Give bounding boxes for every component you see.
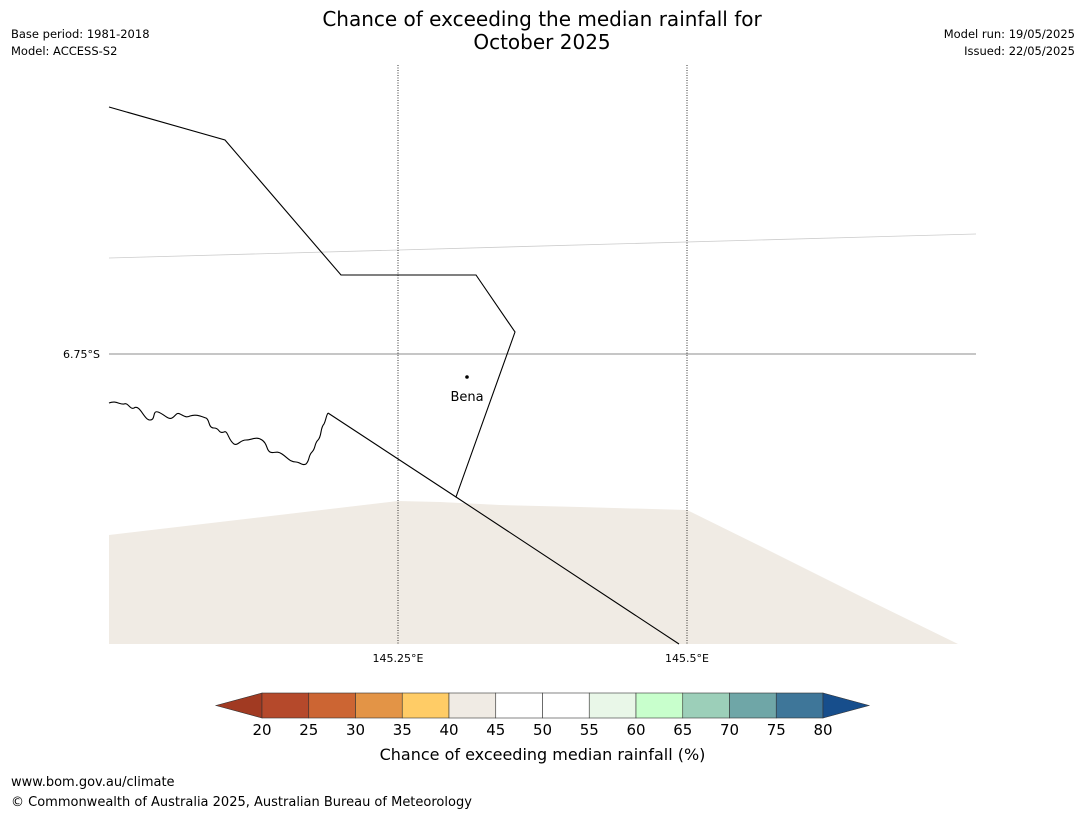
title-line-1: Chance of exceeding the median rainfall … bbox=[322, 7, 762, 31]
colorbar-segment bbox=[308, 692, 356, 719]
town-marker-bena bbox=[465, 375, 469, 379]
colorbar-tick-label: 35 bbox=[393, 721, 412, 739]
rainfall-shaded-region bbox=[109, 501, 958, 644]
model-run: Model run: 19/05/2025 bbox=[943, 27, 1075, 41]
colorbar-tick-label: 20 bbox=[252, 721, 271, 739]
colorbar-segment bbox=[355, 692, 403, 719]
colorbar-tick-label: 55 bbox=[580, 721, 599, 739]
colorbar-arrow-low bbox=[214, 692, 263, 719]
colorbar-label: Chance of exceeding median rainfall (%) bbox=[379, 745, 706, 764]
colorbar-tick-label: 75 bbox=[767, 721, 786, 739]
colorbar-tick-label: 65 bbox=[673, 721, 692, 739]
faint-boundary-line bbox=[108, 233, 977, 259]
lon-axis-label-1: 145.25°E bbox=[373, 652, 424, 665]
lon-axis-label-2: 145.5°E bbox=[665, 652, 709, 665]
colorbar-tick-label: 50 bbox=[533, 721, 552, 739]
district-boundary-2 bbox=[327, 412, 457, 498]
colorbar-segment bbox=[729, 692, 777, 719]
colorbar-segment bbox=[775, 692, 824, 719]
colorbar-segment bbox=[401, 692, 450, 719]
footer-url[interactable]: www.bom.gov.au/climate bbox=[11, 775, 175, 790]
town-label-bena: Bena bbox=[450, 390, 483, 405]
colorbar-tick-label: 60 bbox=[626, 721, 645, 739]
map-area: Bena 6.75°S 145.25°E 145.5°E bbox=[63, 65, 977, 665]
colorbar-segment bbox=[542, 692, 590, 719]
issued-date: Issued: 22/05/2025 bbox=[964, 44, 1075, 58]
river-line bbox=[108, 401, 329, 466]
colorbar-segment bbox=[682, 692, 730, 719]
base-period: Base period: 1981-2018 bbox=[11, 27, 150, 41]
colorbar-tick-label: 40 bbox=[439, 721, 458, 739]
colorbar-tick-label: 45 bbox=[486, 721, 505, 739]
colorbar-ticks: 20 25 30 35 40 45 50 55 60 65 70 75 80 bbox=[252, 721, 832, 739]
colorbar-arrow-high bbox=[822, 692, 871, 719]
map-title: Chance of exceeding the median rainfall … bbox=[242, 8, 842, 54]
colorbar-segments bbox=[214, 692, 871, 719]
colorbar-segment bbox=[261, 692, 310, 719]
meta-right: Model run: 19/05/2025 Issued: 22/05/2025 bbox=[944, 26, 1075, 60]
colorbar-segment bbox=[588, 692, 637, 719]
colorbar-tick-label: 30 bbox=[346, 721, 365, 739]
meta-left: Base period: 1981-2018 Model: ACCESS-S2 bbox=[11, 26, 150, 60]
colorbar-segment bbox=[635, 692, 684, 719]
colorbar-segment bbox=[495, 692, 543, 719]
colorbar-tick-label: 80 bbox=[813, 721, 832, 739]
lat-axis-label: 6.75°S bbox=[63, 348, 100, 361]
footer-copyright: © Commonwealth of Australia 2025, Austra… bbox=[11, 795, 472, 810]
colorbar-tick-label: 70 bbox=[720, 721, 739, 739]
colorbar-tick-label: 25 bbox=[299, 721, 318, 739]
colorbar-segment bbox=[448, 692, 497, 719]
model-name: Model: ACCESS-S2 bbox=[11, 44, 118, 58]
title-line-2: October 2025 bbox=[473, 30, 611, 54]
